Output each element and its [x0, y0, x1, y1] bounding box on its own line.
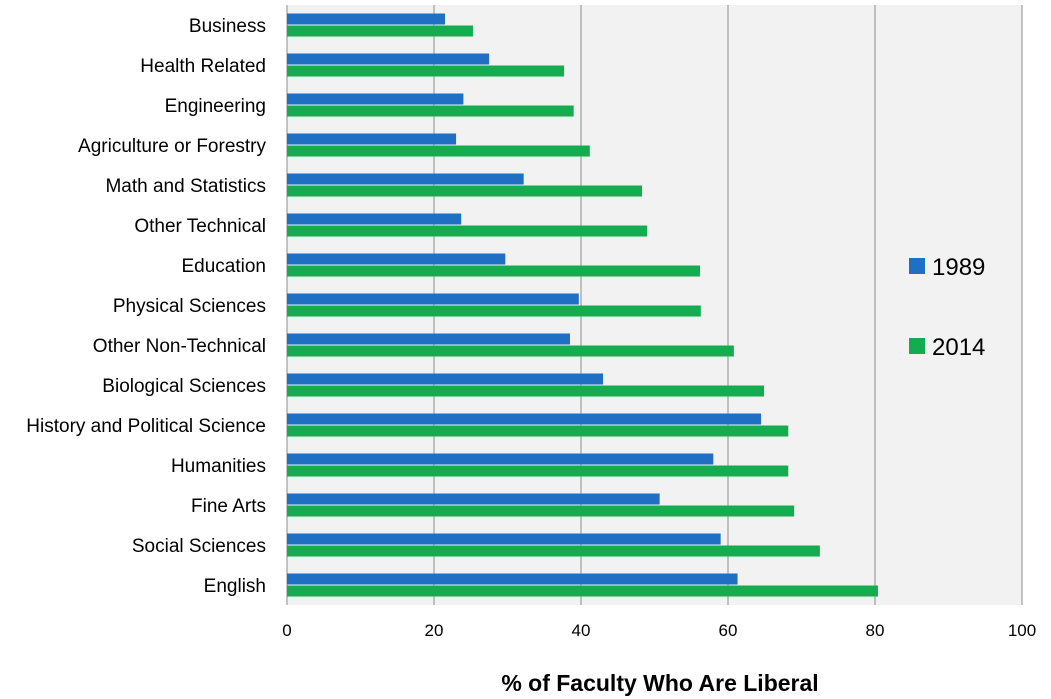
- bar-1989: [287, 133, 457, 145]
- x-tick-label: 40: [572, 621, 591, 640]
- category-label: Fine Arts: [191, 496, 266, 517]
- bar-1989: [287, 253, 506, 265]
- plot-area: [287, 5, 1022, 605]
- legend-label: 1989: [932, 254, 985, 281]
- legend-swatch: [909, 338, 925, 354]
- x-axis-title: % of Faculty Who Are Liberal: [501, 670, 818, 696]
- x-tick-label: 0: [282, 621, 291, 640]
- category-label: Other Non-Technical: [93, 336, 266, 357]
- legend-swatch: [909, 258, 925, 274]
- legend-label: 2014: [932, 334, 985, 361]
- x-tick-label: 60: [719, 621, 738, 640]
- bar-2014: [287, 225, 648, 237]
- x-tick-label: 20: [425, 621, 444, 640]
- category-label: Business: [189, 16, 266, 37]
- bar-1989: [287, 333, 570, 345]
- bar-2014: [287, 185, 643, 197]
- x-tick-labels: 0 20 40 60 80 100: [282, 621, 1036, 640]
- bar-2014: [287, 345, 734, 357]
- category-label: Education: [181, 256, 266, 277]
- bar-2014: [287, 25, 473, 37]
- legend: 1989 2014: [909, 254, 985, 361]
- bar-1989: [287, 373, 604, 385]
- category-label: Agriculture or Forestry: [78, 136, 266, 157]
- bar-1989: [287, 533, 721, 545]
- bar-1989: [287, 173, 524, 185]
- bar-2014: [287, 145, 590, 157]
- bar-2014: [287, 465, 789, 477]
- bar-1989: [287, 53, 490, 65]
- category-label: Other Technical: [134, 216, 266, 237]
- bar-1989: [287, 413, 762, 425]
- category-label: Health Related: [140, 56, 266, 77]
- category-label: Engineering: [165, 96, 266, 117]
- category-label: History and Political Science: [26, 416, 266, 437]
- bar-1989: [287, 493, 660, 505]
- bar-1989: [287, 93, 464, 105]
- bar-2014: [287, 585, 878, 597]
- category-labels: Business Health Related Engineering Agricul…: [26, 16, 266, 597]
- bar-2014: [287, 65, 565, 77]
- bar-1989: [287, 573, 738, 585]
- category-label: Biological Sciences: [102, 376, 266, 397]
- x-tick-label: 80: [866, 621, 885, 640]
- category-label: Math and Statistics: [105, 176, 266, 197]
- bar-1989: [287, 13, 446, 25]
- bars: [287, 13, 878, 597]
- bar-2014: [287, 265, 701, 277]
- gridlines: [286, 5, 1023, 605]
- bar-2014: [287, 505, 795, 517]
- bar-2014: [287, 425, 789, 437]
- bar-2014: [287, 385, 765, 397]
- category-label: Social Sciences: [132, 536, 266, 557]
- category-label: English: [204, 576, 266, 597]
- bar-1989: [287, 453, 714, 465]
- category-label: Physical Sciences: [113, 296, 266, 317]
- bar-2014: [287, 305, 701, 317]
- bar-2014: [287, 105, 574, 117]
- bar-1989: [287, 213, 462, 225]
- x-tick-label: 100: [1008, 621, 1036, 640]
- bar-1989: [287, 293, 579, 305]
- bar-2014: [287, 545, 820, 557]
- category-label: Humanities: [171, 456, 266, 477]
